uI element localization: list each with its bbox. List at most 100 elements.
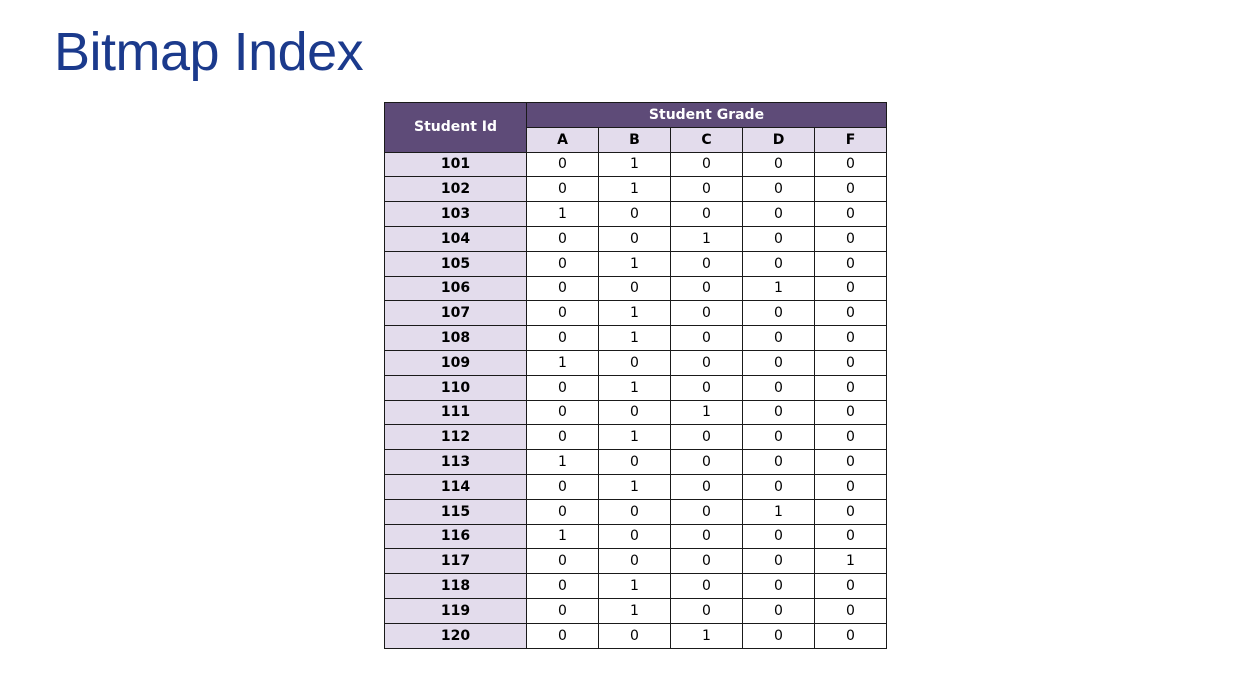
bit-cell: 0 <box>526 473 599 500</box>
bit-cell: 0 <box>670 275 743 302</box>
bit-cell: 0 <box>814 325 887 351</box>
bit-cell: 1 <box>526 201 599 227</box>
student-id-cell: 105 <box>384 250 527 277</box>
table-row: 120 0 0 1 0 0 <box>384 622 887 649</box>
bit-cell: 0 <box>814 275 887 302</box>
table-row: 113 1 0 0 0 0 <box>384 449 887 475</box>
bit-cell: 0 <box>670 300 743 327</box>
grade-header-d: D <box>742 126 815 153</box>
bit-cell: 0 <box>814 250 887 277</box>
bit-cell: 1 <box>526 349 599 376</box>
bit-cell: 0 <box>670 473 743 500</box>
bit-cell: 0 <box>670 548 743 575</box>
student-id-cell: 120 <box>384 622 527 649</box>
student-id-cell: 107 <box>384 300 527 327</box>
bit-cell: 1 <box>814 548 887 575</box>
student-id-cell: 119 <box>384 597 527 624</box>
bit-cell: 0 <box>742 201 815 227</box>
table-row: 108 0 1 0 0 0 <box>384 325 887 351</box>
table-row: 117 0 0 0 0 1 <box>384 548 887 575</box>
bit-cell: 0 <box>526 573 599 599</box>
bit-cell: 1 <box>598 374 671 401</box>
table-row: 111 0 0 1 0 0 <box>384 399 887 426</box>
table-row: 104 0 0 1 0 0 <box>384 225 887 252</box>
table-row: 114 0 1 0 0 0 <box>384 473 887 500</box>
bit-cell: 0 <box>814 449 887 475</box>
bit-cell: 1 <box>598 325 671 351</box>
bit-cell: 0 <box>670 523 743 550</box>
bit-cell: 0 <box>598 498 671 525</box>
bit-cell: 0 <box>670 374 743 401</box>
bit-cell: 1 <box>742 498 815 525</box>
student-id-cell: 103 <box>384 201 527 227</box>
table-row: 102 0 1 0 0 0 <box>384 176 887 203</box>
bit-cell: 1 <box>670 399 743 426</box>
student-id-cell: 117 <box>384 548 527 575</box>
bit-cell: 1 <box>526 449 599 475</box>
grade-header-a: A <box>526 126 599 153</box>
bit-cell: 1 <box>598 473 671 500</box>
student-id-cell: 118 <box>384 573 527 599</box>
table-header: Student Id Student Grade A B C D F <box>384 102 887 153</box>
grade-header-b: B <box>598 126 671 153</box>
table-row: 118 0 1 0 0 0 <box>384 573 887 599</box>
student-id-cell: 101 <box>384 151 527 178</box>
bit-cell: 1 <box>598 300 671 327</box>
bit-cell: 0 <box>742 176 815 203</box>
bit-cell: 0 <box>814 498 887 525</box>
bit-cell: 0 <box>526 176 599 203</box>
bit-cell: 0 <box>814 523 887 550</box>
bit-cell: 0 <box>814 151 887 178</box>
table-row: 103 1 0 0 0 0 <box>384 201 887 227</box>
bit-cell: 0 <box>670 325 743 351</box>
grade-header-f: F <box>814 126 887 153</box>
student-id-cell: 112 <box>384 424 527 451</box>
bit-cell: 0 <box>742 573 815 599</box>
bit-cell: 0 <box>670 424 743 451</box>
bit-cell: 0 <box>670 597 743 624</box>
student-id-cell: 111 <box>384 399 527 426</box>
bit-cell: 0 <box>742 374 815 401</box>
bit-cell: 0 <box>742 225 815 252</box>
bit-cell: 0 <box>742 449 815 475</box>
bit-cell: 1 <box>742 275 815 302</box>
student-id-header: Student Id <box>384 102 527 153</box>
bit-cell: 0 <box>670 250 743 277</box>
bit-cell: 0 <box>526 597 599 624</box>
student-id-cell: 102 <box>384 176 527 203</box>
table-row: 107 0 1 0 0 0 <box>384 300 887 327</box>
bit-cell: 0 <box>742 622 815 649</box>
bitmap-index-table: Student Id Student Grade A B C D F 101 0 1… <box>384 102 887 649</box>
table-row: 116 1 0 0 0 0 <box>384 523 887 550</box>
student-id-cell: 106 <box>384 275 527 302</box>
bit-cell: 0 <box>742 548 815 575</box>
student-id-cell: 104 <box>384 225 527 252</box>
student-id-cell: 110 <box>384 374 527 401</box>
bit-cell: 0 <box>814 374 887 401</box>
bit-cell: 0 <box>670 349 743 376</box>
bit-cell: 1 <box>670 225 743 252</box>
bit-cell: 1 <box>598 176 671 203</box>
bit-cell: 0 <box>598 399 671 426</box>
table-row: 109 1 0 0 0 0 <box>384 349 887 376</box>
bit-cell: 0 <box>814 201 887 227</box>
student-id-cell: 114 <box>384 473 527 500</box>
bit-cell: 0 <box>670 201 743 227</box>
bit-cell: 1 <box>598 424 671 451</box>
bit-cell: 0 <box>742 250 815 277</box>
bit-cell: 0 <box>670 449 743 475</box>
bit-cell: 0 <box>814 473 887 500</box>
header-row-group: Student Id Student Grade <box>384 102 887 153</box>
bit-cell: 0 <box>742 325 815 351</box>
bit-cell: 0 <box>814 225 887 252</box>
bit-cell: 0 <box>670 151 743 178</box>
bit-cell: 0 <box>526 424 599 451</box>
bit-cell: 1 <box>598 250 671 277</box>
bit-cell: 0 <box>526 250 599 277</box>
table-row: 112 0 1 0 0 0 <box>384 424 887 451</box>
bit-cell: 0 <box>526 374 599 401</box>
bit-cell: 0 <box>526 622 599 649</box>
bit-cell: 0 <box>526 399 599 426</box>
bit-cell: 1 <box>598 573 671 599</box>
grade-header-c: C <box>670 126 743 153</box>
